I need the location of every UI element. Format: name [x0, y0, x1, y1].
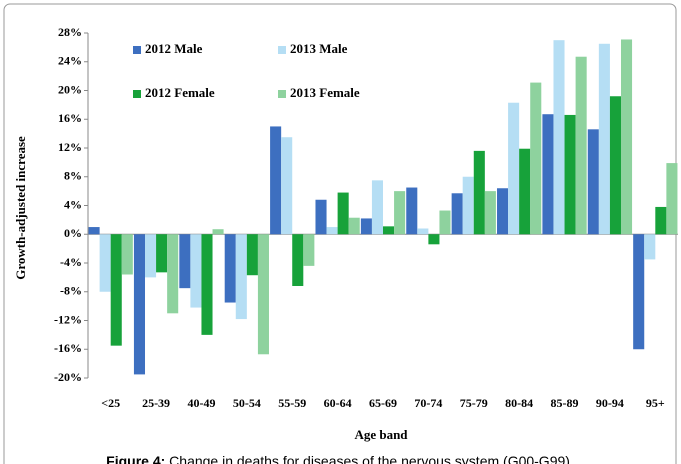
bar: [281, 137, 293, 235]
y-tick-label: 12%: [58, 140, 82, 154]
bar: [315, 199, 327, 235]
x-tick-label: 85-89: [551, 396, 579, 410]
bar: [201, 234, 213, 335]
legend-swatch: [133, 46, 141, 54]
bar: [451, 193, 463, 235]
x-axis-title: Age band: [354, 427, 408, 442]
bar: [484, 191, 496, 235]
legend-label: 2012 Female: [145, 85, 215, 100]
bar: [156, 234, 168, 273]
bar: [542, 114, 554, 235]
bar: [224, 234, 236, 303]
x-tick-label: 95+: [646, 396, 665, 410]
bar: [326, 227, 338, 235]
x-tick-label: 55-59: [278, 396, 306, 410]
bar: [179, 234, 191, 289]
bar: [620, 39, 633, 235]
x-tick-label: 25-39: [142, 396, 170, 410]
legend-label: 2013 Female: [290, 85, 360, 100]
bar: [644, 234, 656, 260]
y-tick-label: 0%: [64, 226, 82, 240]
x-tick-label: 75-79: [460, 396, 488, 410]
x-tick-label: <25: [101, 396, 120, 410]
caption: Figure 4: Change in deaths for diseases …: [106, 453, 574, 464]
y-tick-label: -4%: [60, 255, 82, 269]
bar: [575, 56, 587, 235]
bar: [564, 114, 576, 235]
bar: [337, 192, 349, 235]
x-tick-label: 70-74: [414, 396, 442, 410]
y-tick-label: -8%: [60, 284, 82, 298]
bar: [303, 234, 315, 266]
y-tick-label: -12%: [54, 312, 82, 326]
bar: [439, 210, 451, 235]
y-tick-label: 28%: [58, 25, 82, 39]
bar: [587, 129, 599, 235]
x-tick-label: 65-69: [369, 396, 397, 410]
bar: [145, 234, 157, 278]
y-tick-label: -16%: [54, 341, 82, 355]
bar: [212, 229, 224, 235]
bar: [394, 191, 406, 235]
bar: [110, 234, 122, 346]
y-tick-label: 16%: [58, 111, 82, 125]
y-tick-label: 20%: [58, 82, 82, 96]
y-tick-label: 4%: [64, 197, 82, 211]
x-tick-label: 40-49: [187, 396, 215, 410]
legend-swatch: [278, 90, 286, 98]
x-tick-label: 80-84: [505, 396, 533, 410]
y-tick-label: 8%: [64, 169, 82, 183]
bar: [121, 234, 133, 275]
bar: [666, 163, 678, 235]
x-tick-label: 50-54: [233, 396, 261, 410]
bar: [655, 206, 667, 235]
x-tick-label: 60-64: [324, 396, 352, 410]
x-tick-label: 90-94: [596, 396, 624, 410]
bar: [167, 234, 179, 314]
bar: [270, 126, 282, 235]
bar: [371, 180, 383, 235]
legend-swatch: [278, 46, 286, 54]
bar: [633, 234, 645, 350]
bar: [553, 40, 565, 235]
bar: [246, 234, 258, 276]
bar: [406, 187, 418, 235]
y-tick-label: -20%: [54, 370, 82, 384]
caption-label: Figure 4:: [106, 453, 165, 464]
bar: [133, 234, 146, 375]
bar: [497, 188, 509, 235]
legend-swatch: [133, 90, 141, 98]
bar: [235, 234, 247, 320]
bar: [383, 226, 395, 235]
bar: [530, 82, 542, 235]
legend-label: 2012 Male: [145, 41, 203, 56]
bar: [88, 227, 100, 235]
bar: [428, 234, 440, 245]
bar: [292, 234, 304, 286]
bar: [348, 217, 360, 235]
legend-label: 2013 Male: [290, 41, 348, 56]
bar: [598, 43, 610, 235]
caption-text: Change in deaths for diseases of the ner…: [169, 453, 574, 464]
bar: [473, 150, 485, 235]
bar: [360, 218, 372, 235]
bar: [519, 148, 531, 235]
bar: [417, 228, 429, 235]
y-tick-label: 24%: [58, 54, 82, 68]
frame: [3, 3, 677, 464]
y-axis-title: Growth-adjusted increase: [13, 136, 28, 280]
bar: [99, 234, 111, 292]
bar: [508, 102, 520, 235]
bar: [609, 96, 621, 235]
bar: [190, 234, 202, 308]
bar: [462, 176, 474, 235]
bar: [257, 234, 269, 355]
